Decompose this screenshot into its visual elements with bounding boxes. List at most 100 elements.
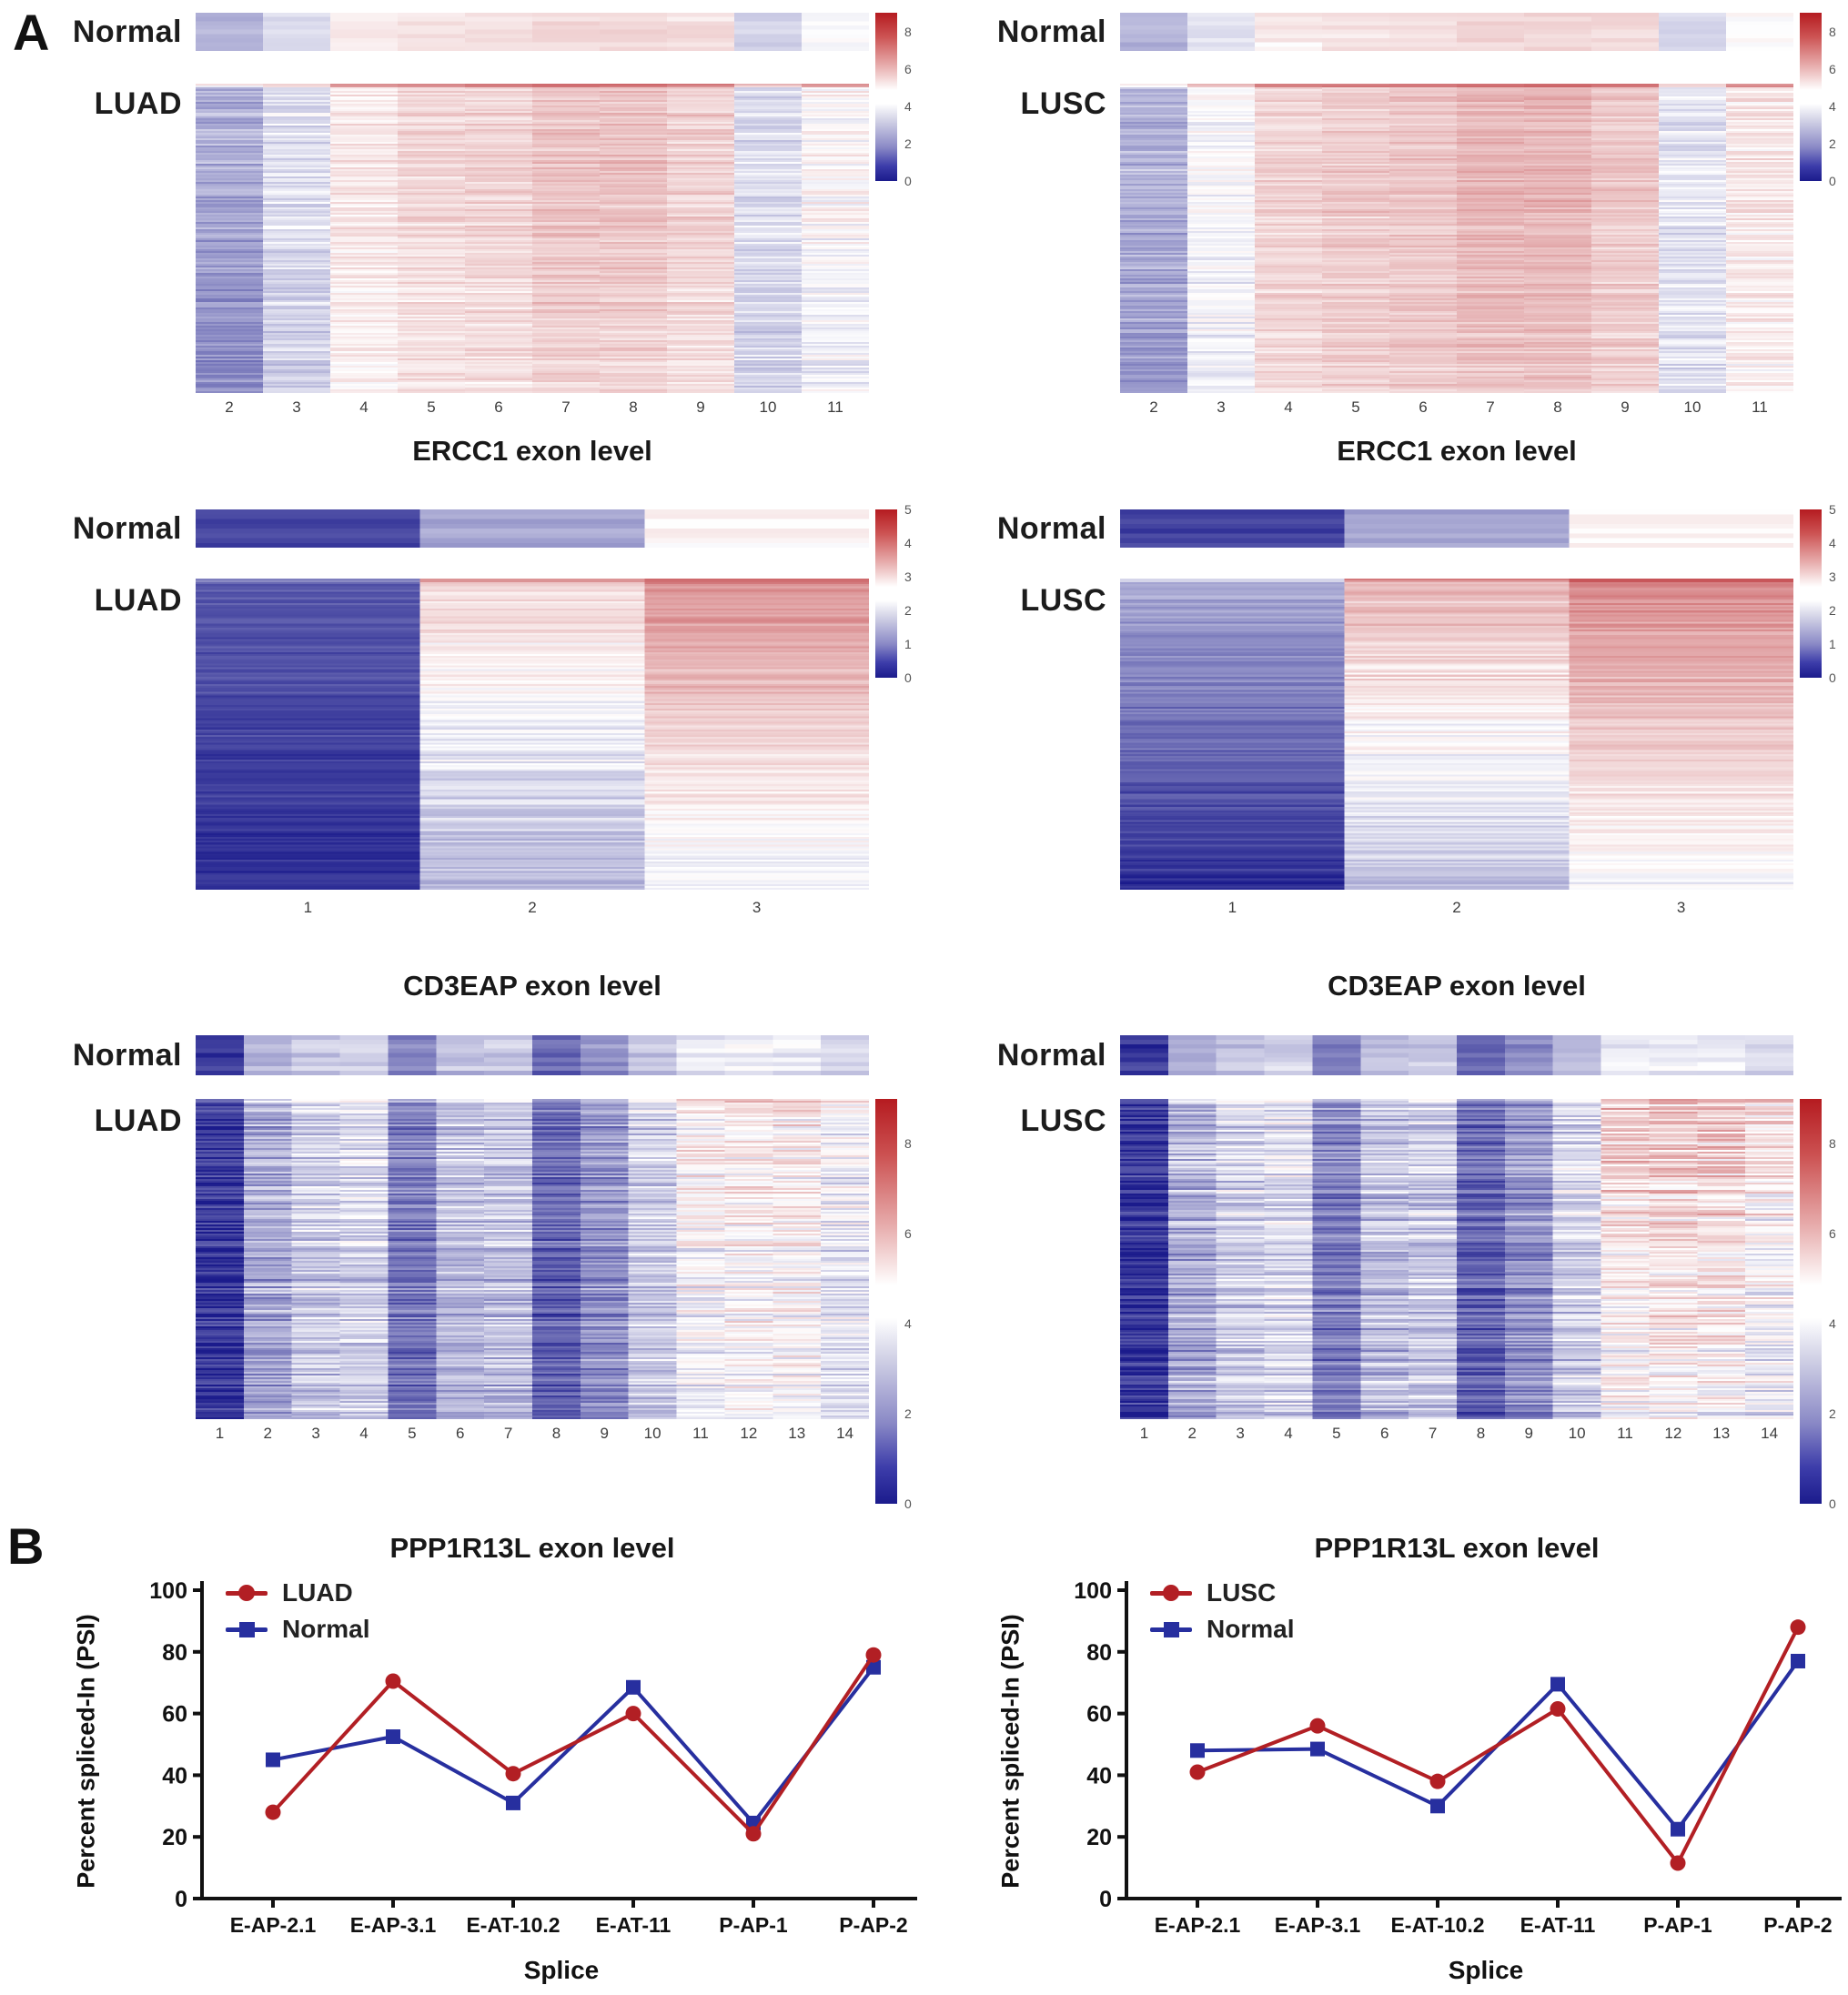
colorbar-ercc1: 8 6 4 2 0 bbox=[875, 13, 930, 187]
x-tick-label: 14 bbox=[1761, 1425, 1779, 1442]
heatmap-ppp1r13l-luad bbox=[196, 1099, 869, 1419]
legend-item-tumor: LUAD bbox=[226, 1578, 369, 1607]
x-tick-label: 11 bbox=[1752, 398, 1768, 416]
colorbar-tick-label: 4 bbox=[904, 536, 912, 550]
svg-text:P-AP-2: P-AP-2 bbox=[839, 1913, 907, 1937]
x-tick-label: 11 bbox=[1617, 1425, 1633, 1442]
heatmap-ercc1-lusc bbox=[1120, 84, 1793, 393]
colorbar-tick-label: 0 bbox=[904, 1496, 912, 1511]
colorbar-gradient bbox=[875, 509, 897, 678]
legend-label: LUSC bbox=[1207, 1578, 1277, 1607]
x-tick-label: 10 bbox=[643, 1425, 661, 1442]
colorbar-tick-label: 2 bbox=[904, 136, 912, 151]
row-label-tumor: LUSC bbox=[1020, 1103, 1106, 1138]
colorbar-ppp1r13l: 8 6 4 2 0 bbox=[1800, 1099, 1848, 1510]
legend-label: Normal bbox=[1207, 1615, 1295, 1643]
x-tick-label: 6 bbox=[1419, 398, 1428, 416]
x-tick-label: 2 bbox=[1149, 398, 1158, 416]
x-tick-label: 4 bbox=[359, 1425, 369, 1442]
colorbar-tick-label: 8 bbox=[904, 24, 912, 39]
heatmap-title-ppp1r13l: PPP1R13L exon level bbox=[389, 1532, 675, 1564]
x-tick-label: 1 bbox=[1139, 1425, 1149, 1442]
heatmap-title-ppp1r13l: PPP1R13L exon level bbox=[1314, 1532, 1600, 1564]
heatmap-x-axis-ppp1r13l: 1 2 3 4 5 6 7 8 9 10 11 12 13 14 bbox=[1120, 1425, 1793, 1445]
colorbar-tick-label: 6 bbox=[904, 1226, 912, 1242]
colorbar-tick-label: 2 bbox=[1829, 1406, 1836, 1422]
colorbar-tick-label: 2 bbox=[1829, 136, 1836, 151]
row-label-normal: Normal bbox=[996, 14, 1106, 49]
x-tick-label: 2 bbox=[263, 1425, 272, 1442]
heatmap-ppp1r13l-normal bbox=[196, 1035, 869, 1075]
heatmap-ppp1r13l-normal bbox=[1120, 1035, 1793, 1075]
legend-label: LUAD bbox=[282, 1578, 353, 1607]
heatmap-x-axis-cd3eap: 1 2 3 bbox=[1120, 899, 1793, 919]
heatmap-title-cd3eap: CD3EAP exon level bbox=[403, 970, 661, 1002]
colorbar-tick-label: 4 bbox=[904, 1316, 912, 1332]
x-tick-label: 5 bbox=[408, 1425, 417, 1442]
x-tick-label: 9 bbox=[1524, 1425, 1533, 1442]
heatmap-title-ercc1: ERCC1 exon level bbox=[1337, 435, 1577, 467]
x-axis-label: Splice bbox=[1448, 1956, 1524, 1984]
svg-text:40: 40 bbox=[1086, 1763, 1112, 1788]
chart-legend: LUAD Normal bbox=[226, 1578, 369, 1643]
svg-text:20: 20 bbox=[162, 1825, 187, 1850]
x-tick-label: 7 bbox=[503, 1425, 513, 1442]
x-tick-label: 7 bbox=[1486, 398, 1495, 416]
svg-text:P-AP-1: P-AP-1 bbox=[1643, 1913, 1712, 1937]
colorbar-tick-label: 2 bbox=[1829, 603, 1836, 618]
heatmap-cd3eap-lusc bbox=[1120, 579, 1793, 890]
legend-marker-square-icon bbox=[1150, 1617, 1192, 1642]
panel-b-label: B bbox=[7, 1517, 45, 1575]
x-tick-label: 4 bbox=[1284, 398, 1293, 416]
colorbar-tick-label: 6 bbox=[904, 61, 912, 76]
x-tick-label: 10 bbox=[1683, 398, 1702, 416]
svg-text:E-AP-3.1: E-AP-3.1 bbox=[1275, 1913, 1361, 1937]
heatmap-cd3eap-normal bbox=[196, 509, 869, 548]
colorbar-cd3eap: 5 4 3 2 1 0 bbox=[875, 503, 930, 684]
colorbar-tick-label: 6 bbox=[1829, 61, 1836, 76]
colorbar-tick-label: 0 bbox=[1829, 1496, 1836, 1511]
x-tick-label: 14 bbox=[836, 1425, 854, 1442]
svg-text:40: 40 bbox=[162, 1763, 187, 1788]
legend-marker-circle-icon bbox=[1150, 1580, 1192, 1606]
colorbar-tick-label: 3 bbox=[1829, 569, 1836, 584]
x-tick-label: 4 bbox=[1284, 1425, 1293, 1442]
x-tick-label: 6 bbox=[455, 1425, 465, 1442]
legend-marker-circle-icon bbox=[226, 1580, 268, 1606]
x-tick-label: 12 bbox=[740, 1425, 758, 1442]
svg-text:E-AT-11: E-AT-11 bbox=[596, 1913, 672, 1937]
x-tick-label: 5 bbox=[1351, 398, 1360, 416]
x-tick-label: 7 bbox=[1428, 1425, 1438, 1442]
x-tick-label: 3 bbox=[1217, 398, 1226, 416]
heatmap-title-cd3eap: CD3EAP exon level bbox=[1328, 970, 1586, 1002]
x-tick-label: 11 bbox=[827, 398, 843, 416]
row-label-normal: Normal bbox=[72, 510, 182, 546]
x-tick-label: 9 bbox=[696, 398, 705, 416]
svg-text:60: 60 bbox=[162, 1702, 187, 1728]
colorbar-tick-label: 3 bbox=[904, 569, 912, 584]
svg-text:80: 80 bbox=[162, 1640, 187, 1666]
colorbar-gradient bbox=[1800, 509, 1822, 678]
heatmap-ercc1-normal bbox=[1120, 13, 1793, 51]
colorbar-tick-label: 4 bbox=[1829, 1316, 1836, 1332]
svg-text:0: 0 bbox=[1099, 1887, 1112, 1912]
row-label-normal: Normal bbox=[996, 510, 1106, 546]
row-label-tumor: LUAD bbox=[94, 1103, 182, 1138]
colorbar-tick-label: 4 bbox=[904, 98, 912, 114]
x-tick-label: 1 bbox=[303, 899, 313, 916]
colorbar-ppp1r13l: 8 6 4 2 0 bbox=[875, 1099, 930, 1510]
heatmap-x-axis-ppp1r13l: 1 2 3 4 5 6 7 8 9 10 11 12 13 14 bbox=[196, 1425, 869, 1445]
x-tick-label: 10 bbox=[1568, 1425, 1586, 1442]
x-tick-label: 4 bbox=[359, 398, 369, 416]
x-tick-label: 2 bbox=[225, 398, 234, 416]
x-tick-label: 9 bbox=[1621, 398, 1630, 416]
colorbar-ercc1: 8 6 4 2 0 bbox=[1800, 13, 1848, 187]
x-tick-label: 5 bbox=[1332, 1425, 1341, 1442]
x-tick-label: 1 bbox=[215, 1425, 225, 1442]
row-label-normal: Normal bbox=[72, 14, 182, 49]
x-tick-label: 13 bbox=[1712, 1425, 1731, 1442]
x-tick-label: 2 bbox=[1187, 1425, 1197, 1442]
heatmap-x-axis-ercc1: 2 3 4 5 6 7 8 9 10 11 bbox=[196, 398, 869, 418]
psi-chart-plot: 0 20 40 60 80 100 E-AP-2.1 E-AP-3.1 E-AT-10.2 E-A… bbox=[1074, 1578, 1842, 1937]
